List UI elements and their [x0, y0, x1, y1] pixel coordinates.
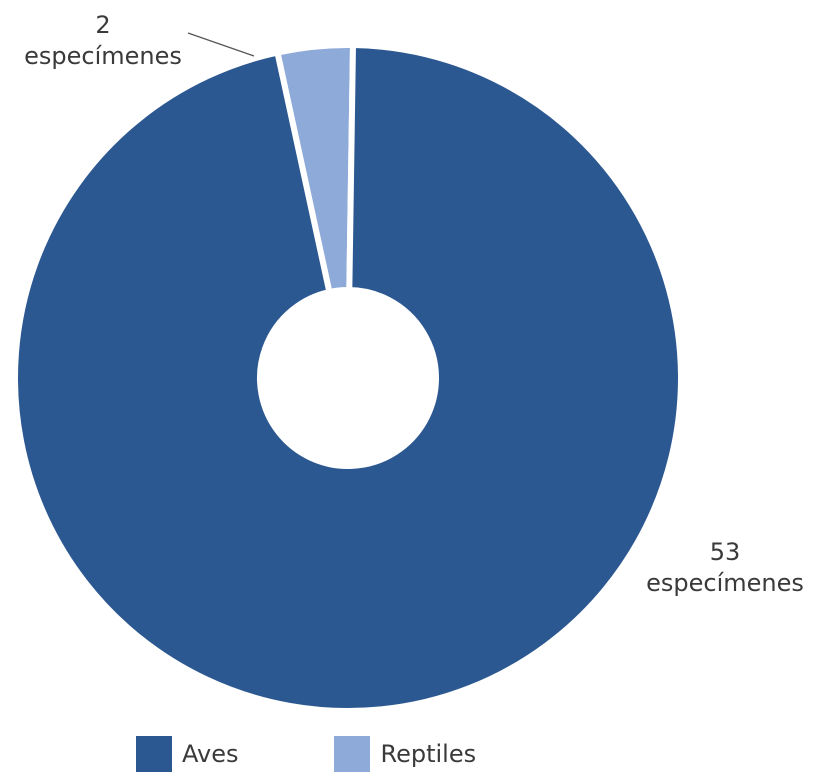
legend-label-aves: Aves — [182, 740, 239, 768]
legend-label-reptiles: Reptiles — [380, 740, 477, 768]
reptiles-value: 2 — [95, 11, 111, 39]
legend-swatch-aves — [136, 736, 172, 772]
reptiles-leader-line — [187, 32, 255, 57]
slice-aves — [12, 41, 684, 714]
slices-group — [12, 41, 684, 714]
aves-data-label: 53 especímenes — [640, 537, 810, 599]
reptiles-unit: especímenes — [24, 42, 182, 70]
legend-item-aves: Aves — [136, 736, 238, 772]
aves-unit: especímenes — [646, 569, 804, 597]
reptiles-data-label: 2 especímenes — [18, 10, 188, 72]
legend-swatch-reptiles — [334, 736, 371, 772]
legend: Aves Reptiles — [136, 736, 572, 772]
legend-item-reptiles: Reptiles — [334, 736, 476, 772]
aves-value: 53 — [709, 538, 741, 566]
